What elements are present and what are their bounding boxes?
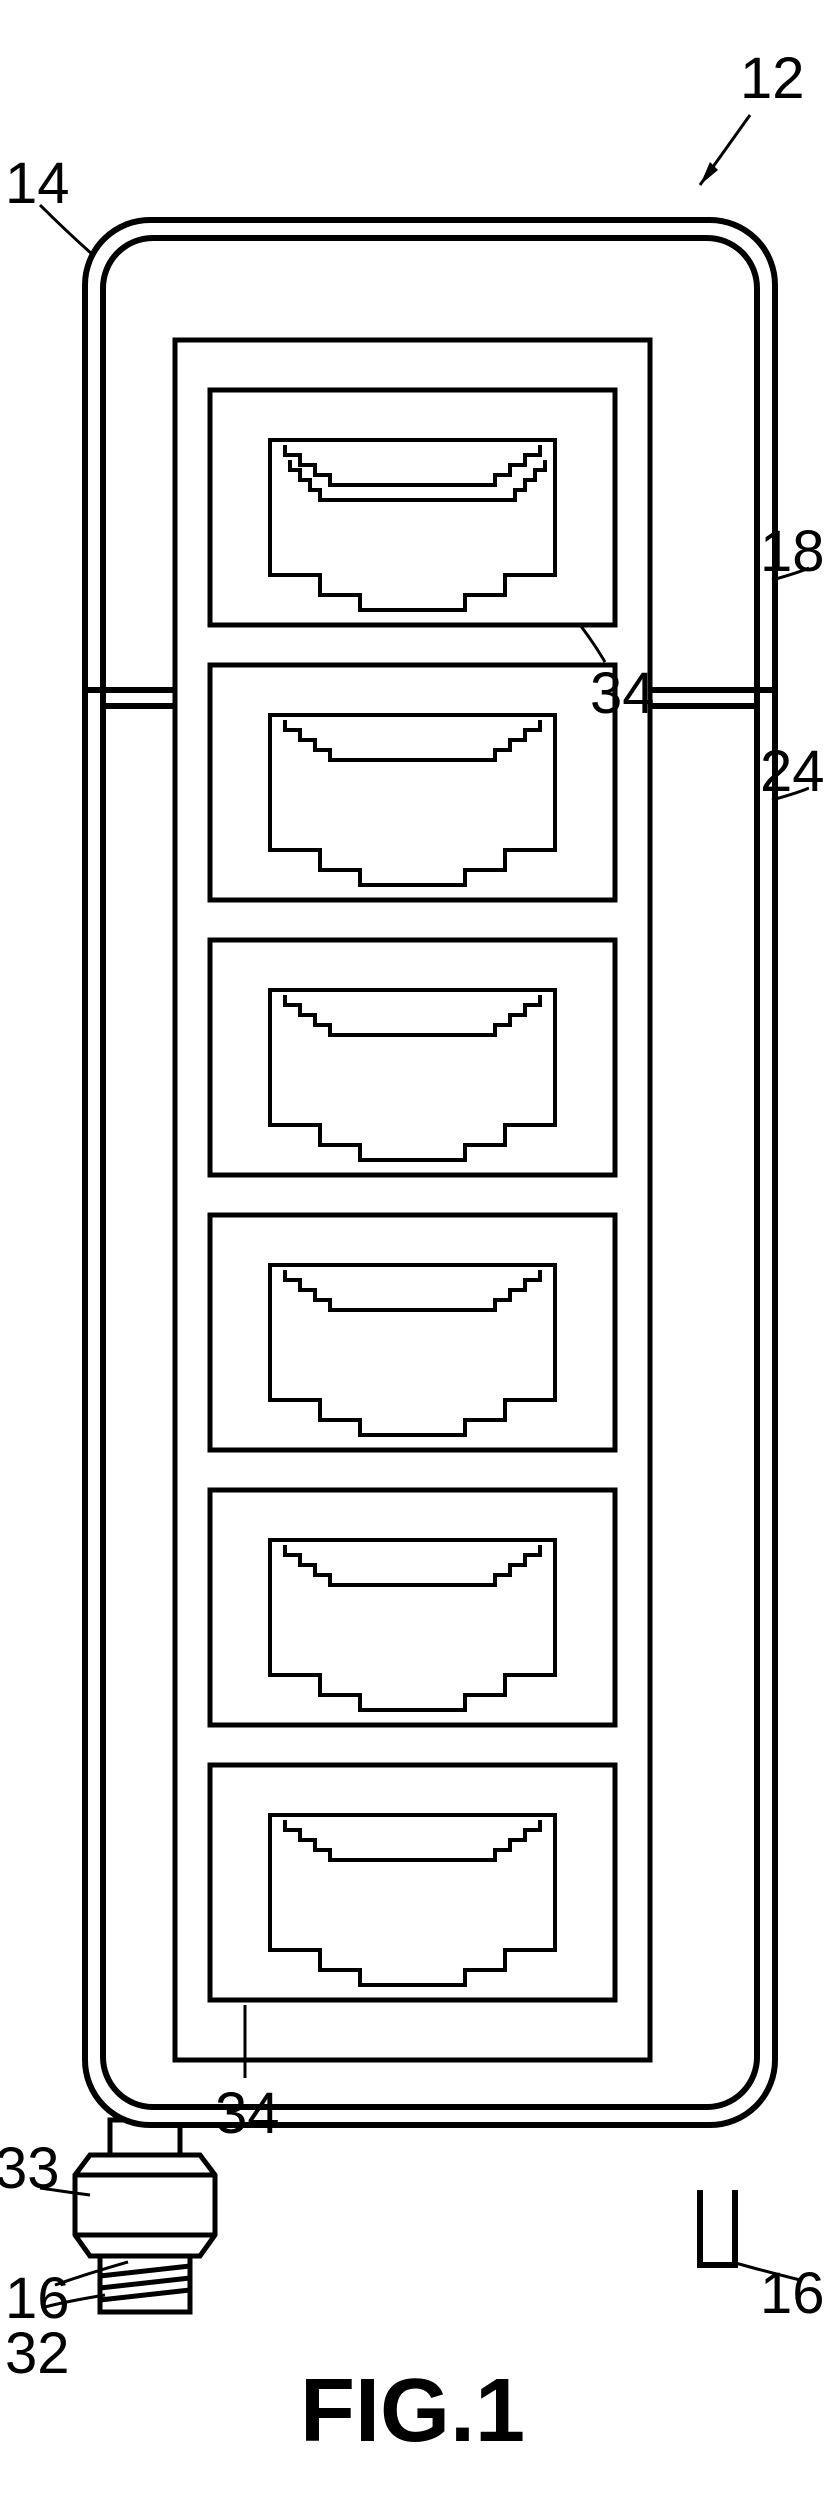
label-18: 18 bbox=[760, 518, 825, 585]
label-34-right: 34 bbox=[590, 660, 655, 727]
cable-assembly bbox=[75, 2120, 215, 2312]
label-16-right: 16 bbox=[760, 2260, 825, 2327]
figure-title: FIG.1 bbox=[300, 2360, 525, 2463]
label-33: 33 bbox=[0, 2135, 60, 2202]
mounting-flange-right bbox=[700, 2190, 735, 2265]
figure-svg bbox=[20, 20, 809, 2478]
label-32: 32 bbox=[5, 2320, 70, 2387]
label-24: 24 bbox=[760, 738, 825, 805]
label-12: 12 bbox=[740, 45, 805, 112]
label-34-left: 34 bbox=[215, 2080, 280, 2147]
label-14: 14 bbox=[5, 150, 70, 217]
figure-1: 12 14 18 24 16 16 32 33 34 34 FIG.1 bbox=[20, 20, 809, 2478]
